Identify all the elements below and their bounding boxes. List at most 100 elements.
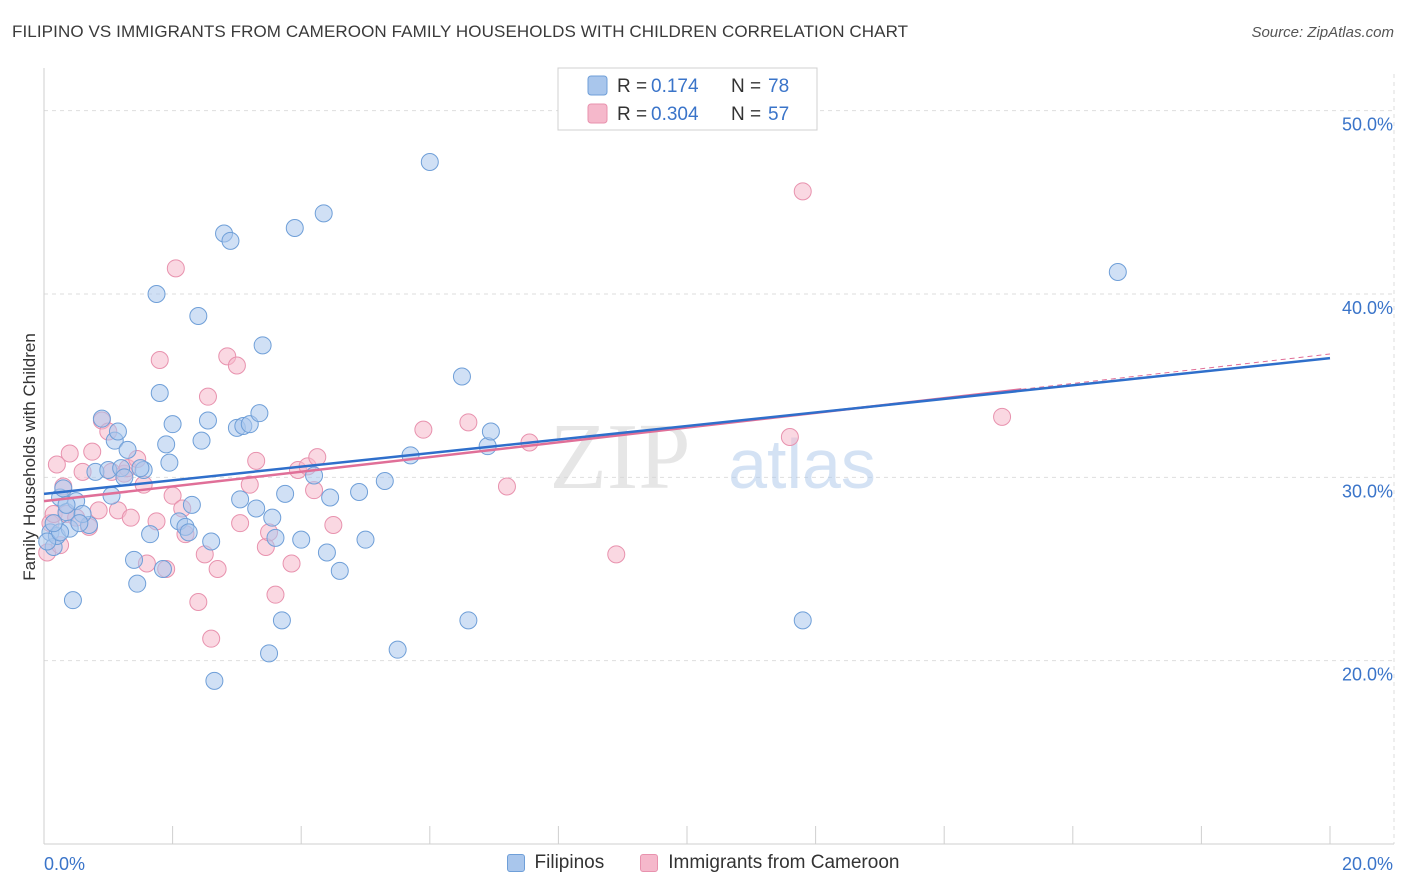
y-axis-label: Family Households with Children xyxy=(20,333,39,581)
filipino-point xyxy=(160,453,179,472)
filipino-point xyxy=(276,484,295,503)
filipino-point xyxy=(163,415,182,434)
legend-n-value-cameroon: 57 xyxy=(768,104,789,125)
cameroon-point xyxy=(282,554,301,573)
cameroon-point xyxy=(780,428,799,446)
y-tick-label: 50.0% xyxy=(1342,115,1393,135)
watermark-zip: ZIP xyxy=(550,405,691,509)
filipino-point xyxy=(54,479,73,498)
filipino-point xyxy=(57,495,76,514)
x-tick-label-min: 0.0% xyxy=(44,854,85,874)
filipino-point xyxy=(330,561,349,580)
filipino-point xyxy=(375,472,394,490)
cameroon-point xyxy=(240,475,259,494)
cameroon-trend-extension xyxy=(1021,353,1331,390)
cameroon-point xyxy=(324,516,343,534)
filipino-point xyxy=(128,574,147,593)
cameroon-point xyxy=(83,442,102,461)
filipino-point xyxy=(420,153,439,171)
cameroon-point xyxy=(166,259,185,278)
filipino-point xyxy=(205,671,224,690)
cameroon-point xyxy=(993,407,1012,426)
filipino-point xyxy=(153,560,172,578)
cameroon-point xyxy=(189,593,208,611)
cameroon-point xyxy=(227,356,246,375)
source-label: Source: ZipAtlas.com xyxy=(1251,24,1394,41)
filipino-point xyxy=(202,532,221,551)
filipino-point xyxy=(179,523,198,542)
filipino-point xyxy=(131,459,150,478)
axes: 20.0% 30.0% 40.0% 50.0% xyxy=(43,68,1394,845)
filipino-point xyxy=(272,611,291,630)
cameroon-point xyxy=(198,387,217,406)
chart-title: FILIPINO VS IMMIGRANTS FROM CAMEROON FAM… xyxy=(12,22,909,41)
filipino-point xyxy=(459,611,478,630)
legend-r-value-filipinos: 0.174 xyxy=(651,76,699,97)
filipino-point xyxy=(102,486,121,505)
filipino-point xyxy=(350,483,369,501)
filipino-point xyxy=(481,422,500,441)
filipino-point xyxy=(247,499,266,518)
legend-r-label-1: R = xyxy=(617,76,647,97)
filipino-point xyxy=(70,514,89,533)
filipino-point xyxy=(150,384,169,402)
watermark: ZIP atlas xyxy=(550,405,876,509)
cameroon-point xyxy=(607,545,626,564)
filipino-point xyxy=(793,611,812,630)
cameroon-point xyxy=(414,420,433,439)
y-tick-label: 20.0% xyxy=(1342,665,1393,685)
filipino-point xyxy=(63,591,82,610)
cameroon-point xyxy=(793,182,812,201)
filipino-point xyxy=(44,514,63,533)
legend-swatch-filipinos xyxy=(587,75,608,96)
filipino-point xyxy=(108,422,127,441)
cameroon-point xyxy=(89,501,108,520)
filipino-point xyxy=(157,435,176,454)
filipino-point xyxy=(192,431,211,450)
legend-r-value-cameroon: 0.304 xyxy=(651,104,699,125)
legend-n-value-filipinos: 78 xyxy=(768,76,789,97)
filipino-point xyxy=(189,307,208,325)
cameroon-point xyxy=(308,448,327,467)
cameroon-point xyxy=(150,351,169,369)
cameroon-point xyxy=(266,585,285,604)
series-label-filipinos: Filipinos xyxy=(534,852,605,873)
trend-lines xyxy=(43,353,1331,503)
filipino-point xyxy=(147,285,166,303)
filipino-point xyxy=(118,440,137,459)
x-tick-label-max: 20.0% xyxy=(1342,854,1393,874)
filipino-point xyxy=(314,204,333,223)
series-legend-item-cameroon: Immigrants from Cameroon xyxy=(640,852,899,874)
grid-lines xyxy=(44,74,1395,844)
filipino-point xyxy=(321,488,340,507)
filipino-point xyxy=(250,404,269,423)
cameroon-point xyxy=(202,629,221,648)
y-tick-label: 40.0% xyxy=(1342,298,1393,318)
legend-r-label-2: R = xyxy=(617,104,647,125)
filipino-point xyxy=(198,411,217,430)
filipino-point xyxy=(221,231,240,250)
series-legend: Filipinos Immigrants from Cameroon xyxy=(0,852,1406,874)
cameroon-point xyxy=(121,508,140,527)
filipino-point xyxy=(1108,263,1127,281)
watermark-atlas: atlas xyxy=(728,425,876,503)
filipino-point xyxy=(141,525,160,544)
y-tick-label: 30.0% xyxy=(1342,481,1393,501)
cameroon-point xyxy=(60,444,79,463)
cameroon-point xyxy=(208,560,227,578)
filipino-point xyxy=(388,640,407,659)
filipino-point xyxy=(92,409,111,428)
legend: R = 0.174 N = 78 R = 0.304 N = 57 xyxy=(557,67,818,131)
legend-n-label-1: N = xyxy=(731,76,761,97)
filipino-point xyxy=(266,528,285,547)
filipino-point xyxy=(125,550,144,569)
filipino-point xyxy=(38,532,57,551)
filipino-trend-line xyxy=(43,356,1331,496)
legend-swatch-cameroon xyxy=(587,103,608,124)
cameroon-point xyxy=(459,413,478,432)
legend-n-label-2: N = xyxy=(731,104,761,125)
cameroon-point xyxy=(47,455,66,474)
series-label-cameroon: Immigrants from Cameroon xyxy=(668,852,900,873)
filipino-point xyxy=(182,495,201,514)
